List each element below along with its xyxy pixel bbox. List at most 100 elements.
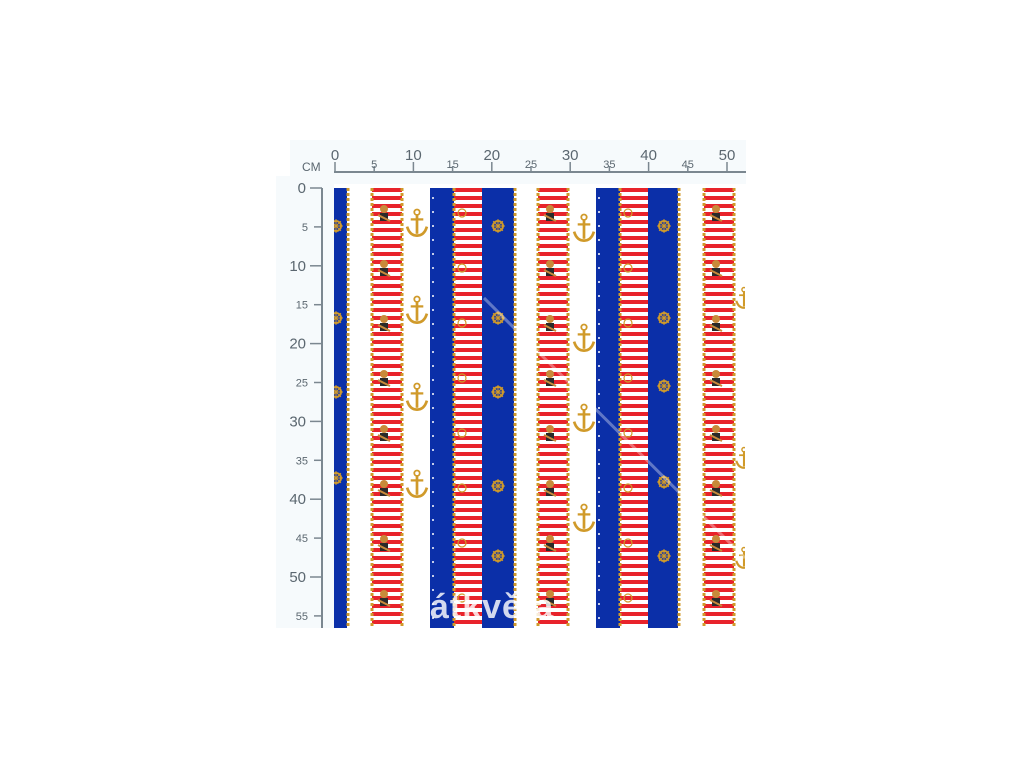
top-tick-label: 15 xyxy=(446,159,458,171)
left-tick-label: 10 xyxy=(289,258,306,275)
top-tick-label: 45 xyxy=(682,159,694,171)
lifebuoy-icon xyxy=(457,208,467,218)
anchor-icon xyxy=(735,546,745,569)
sailor-bear-icon xyxy=(377,425,391,442)
anchor-icon xyxy=(735,446,745,469)
ship-wheel-icon xyxy=(491,479,505,493)
anchor-icon xyxy=(572,213,596,242)
left-ruler-bg xyxy=(276,176,334,628)
ship-wheel-icon xyxy=(657,549,671,563)
ship-wheel-icon xyxy=(657,311,671,325)
sailor-bear-icon xyxy=(543,315,557,332)
sailor-bear-icon xyxy=(377,205,391,222)
left-tick-label: 35 xyxy=(296,455,308,467)
top-ruler-bg xyxy=(290,140,746,184)
left-tick-label: 15 xyxy=(296,300,308,312)
top-ruler-ticks: 0 5 10 15 20 25 30 35 40 45 50 xyxy=(331,147,736,172)
sailor-bear-icon xyxy=(543,480,557,497)
ship-wheel-icon xyxy=(491,385,505,399)
sailor-bear-icon xyxy=(709,315,723,332)
sailor-bear-icon xyxy=(543,425,557,442)
anchor-icon xyxy=(405,295,429,324)
sailor-bear-icon xyxy=(543,370,557,387)
sailor-bear-icon xyxy=(377,480,391,497)
ship-wheel-icon xyxy=(657,219,671,233)
lifebuoy-icon xyxy=(623,373,633,383)
ship-wheel-icon xyxy=(334,219,343,233)
sailor-bear-icon xyxy=(709,370,723,387)
lifebuoy-icon xyxy=(623,263,633,273)
lifebuoy-icon xyxy=(623,538,633,548)
lifebuoy-icon xyxy=(623,593,633,603)
top-tick-label: 5 xyxy=(371,159,377,171)
left-ruler-ticks: 0 5 10 15 20 25 30 35 40 45 50 55 xyxy=(289,180,322,623)
lifebuoy-icon xyxy=(457,373,467,383)
sailor-bear-icon xyxy=(709,205,723,222)
ship-wheel-icon xyxy=(491,311,505,325)
lifebuoy-icon xyxy=(457,318,467,328)
sailor-bear-icon xyxy=(709,260,723,277)
sailor-bear-icon xyxy=(709,590,723,607)
sailor-bear-icon xyxy=(377,370,391,387)
ship-wheel-icon xyxy=(334,385,343,399)
top-tick-label: 0 xyxy=(331,147,339,164)
watermark-text: átkvěta xyxy=(430,588,555,626)
anchor-icon xyxy=(405,469,429,498)
sailor-bear-icon xyxy=(543,590,557,607)
sailor-bear-icon xyxy=(377,590,391,607)
left-tick-label: 50 xyxy=(289,569,306,586)
left-tick-label: 20 xyxy=(289,336,306,353)
anchor-icon xyxy=(572,403,596,432)
sailor-bear-icon xyxy=(543,535,557,552)
top-tick-label: 10 xyxy=(405,147,422,164)
fabric-pattern xyxy=(334,188,745,628)
anchor-icon xyxy=(735,286,745,309)
lifebuoy-icon xyxy=(623,208,633,218)
lifebuoy-icon xyxy=(623,428,633,438)
left-tick-label: 30 xyxy=(289,413,306,430)
sailor-bear-icon xyxy=(709,425,723,442)
blue-stripe xyxy=(648,188,678,628)
sailor-bear-icon xyxy=(543,260,557,277)
anchor-icon xyxy=(405,382,429,411)
ship-wheel-icon xyxy=(657,475,671,489)
anchor-icon xyxy=(572,323,596,352)
lifebuoy-icon xyxy=(457,483,467,493)
left-tick-label: 25 xyxy=(296,378,308,390)
top-tick-label: 25 xyxy=(525,159,537,171)
lifebuoy-icon xyxy=(457,593,467,603)
lifebuoy-icon xyxy=(457,538,467,548)
top-tick-label: 20 xyxy=(483,147,500,164)
left-tick-label: 40 xyxy=(289,491,306,508)
diagonal-glare xyxy=(482,296,745,560)
ship-wheel-icon xyxy=(334,471,343,485)
sailor-bear-icon xyxy=(543,205,557,222)
ship-wheel-icon xyxy=(334,311,343,325)
ship-wheel-icon xyxy=(657,379,671,393)
left-tick-label: 45 xyxy=(296,533,308,545)
top-tick-label: 30 xyxy=(562,147,579,164)
sailor-bear-icon xyxy=(709,480,723,497)
lifebuoy-icon xyxy=(623,318,633,328)
sailor-bear-icon xyxy=(377,315,391,332)
sailor-bear-icon xyxy=(377,260,391,277)
lifebuoy-icon xyxy=(457,428,467,438)
ship-wheel-icon xyxy=(491,219,505,233)
unit-label: CM xyxy=(302,160,321,174)
top-tick-label: 50 xyxy=(719,147,736,164)
sailor-bear-icon xyxy=(709,535,723,552)
anchor-icon xyxy=(572,503,596,532)
sailor-bear-icon xyxy=(377,535,391,552)
ship-wheel-icon xyxy=(491,549,505,563)
left-tick-label: 5 xyxy=(302,222,308,234)
left-tick-label: 55 xyxy=(296,611,308,623)
top-tick-label: 35 xyxy=(603,159,615,171)
lifebuoy-icon xyxy=(623,483,633,493)
blue-stripe xyxy=(334,188,347,628)
lifebuoy-icon xyxy=(457,263,467,273)
anchor-icon xyxy=(405,208,429,237)
left-tick-label: 0 xyxy=(298,180,306,197)
top-tick-label: 40 xyxy=(640,147,657,164)
